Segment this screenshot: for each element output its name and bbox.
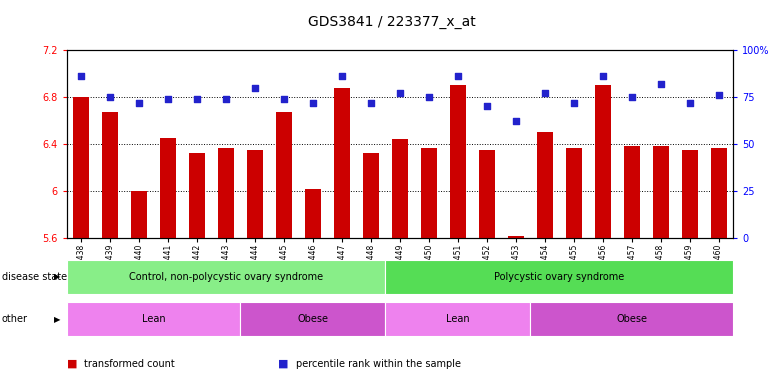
Bar: [363, 153, 379, 238]
Point: [394, 90, 406, 96]
Bar: [479, 150, 495, 238]
Text: Obese: Obese: [616, 314, 647, 324]
Bar: [276, 112, 292, 238]
Point: [336, 73, 348, 79]
Bar: [392, 139, 408, 238]
Bar: [189, 153, 205, 238]
Bar: [67, 302, 241, 336]
Text: percentile rank within the sample: percentile rank within the sample: [296, 359, 460, 369]
Bar: [710, 147, 727, 238]
Text: GDS3841 / 223377_x_at: GDS3841 / 223377_x_at: [308, 15, 476, 29]
Point: [481, 103, 493, 109]
Text: Lean: Lean: [142, 314, 165, 324]
Point: [103, 94, 116, 100]
Point: [74, 73, 87, 79]
Point: [220, 96, 232, 102]
Bar: [681, 150, 698, 238]
Point: [510, 118, 522, 124]
Text: other: other: [2, 314, 27, 324]
Bar: [386, 302, 530, 336]
Point: [191, 96, 203, 102]
Text: ■: ■: [67, 359, 77, 369]
Text: Control, non-polycystic ovary syndrome: Control, non-polycystic ovary syndrome: [129, 272, 323, 282]
Bar: [102, 112, 118, 238]
Text: ▶: ▶: [54, 272, 60, 281]
Bar: [537, 132, 553, 238]
Bar: [595, 85, 611, 238]
Bar: [652, 146, 669, 238]
Text: disease state: disease state: [2, 272, 67, 282]
Text: ■: ■: [278, 359, 289, 369]
Point: [626, 94, 638, 100]
Bar: [450, 85, 466, 238]
Text: transformed count: transformed count: [84, 359, 175, 369]
Bar: [623, 146, 640, 238]
Bar: [241, 302, 386, 336]
Bar: [67, 260, 386, 294]
Bar: [218, 147, 234, 238]
Point: [568, 99, 580, 106]
Bar: [160, 138, 176, 238]
Bar: [530, 302, 733, 336]
Point: [452, 73, 464, 79]
Point: [597, 73, 609, 79]
Bar: [73, 97, 89, 238]
Bar: [566, 147, 582, 238]
Text: Obese: Obese: [297, 314, 328, 324]
Point: [365, 99, 377, 106]
Point: [713, 92, 725, 98]
Point: [539, 90, 551, 96]
Point: [278, 96, 290, 102]
Bar: [386, 260, 733, 294]
Point: [307, 99, 319, 106]
Point: [249, 84, 261, 91]
Point: [423, 94, 435, 100]
Point: [684, 99, 696, 106]
Bar: [247, 150, 263, 238]
Point: [132, 99, 145, 106]
Point: [162, 96, 174, 102]
Bar: [305, 189, 321, 238]
Bar: [421, 147, 437, 238]
Point: [655, 81, 667, 87]
Text: ▶: ▶: [54, 314, 60, 324]
Text: Polycystic ovary syndrome: Polycystic ovary syndrome: [494, 272, 624, 282]
Bar: [508, 236, 524, 238]
Text: Lean: Lean: [446, 314, 470, 324]
Bar: [334, 88, 350, 238]
Bar: [131, 191, 147, 238]
